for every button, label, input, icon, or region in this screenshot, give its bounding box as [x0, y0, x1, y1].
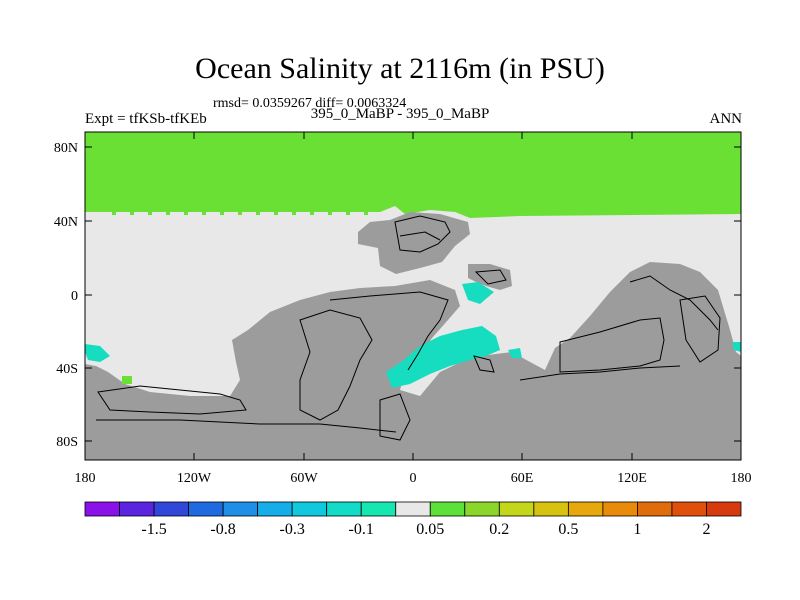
color-bar-swatch [119, 501, 155, 517]
color-bar-swatch [498, 501, 535, 517]
color-bar-labels: -1.5 -0.8 -0.3 -0.1 0.05 0.2 0.5 1 2 [141, 521, 710, 538]
coastline-outlines [96, 215, 721, 441]
color-bar-swatch [291, 501, 328, 517]
color-bar-label: -0.1 [349, 521, 374, 538]
color-bar-label: 0.5 [558, 521, 578, 538]
color-bar-swatch [222, 501, 259, 517]
color-bar [84, 501, 742, 517]
lat-label: 40N [54, 215, 78, 230]
color-bar-swatch [464, 501, 500, 517]
color-bar-swatch [188, 501, 224, 517]
subtitle-label: 395_0_MaBP - 395_0_MaBP [310, 106, 490, 122]
color-bar-swatch [706, 501, 742, 517]
color-bar-swatch [153, 501, 189, 517]
green-patch [122, 376, 132, 384]
lat-label: 80S [56, 435, 78, 450]
color-bar-label: 0.05 [416, 521, 444, 538]
color-bar-label: -0.3 [280, 521, 305, 538]
color-bar-swatch [257, 501, 293, 517]
green-edge-dots [112, 211, 368, 215]
color-bar-swatch [567, 501, 604, 517]
color-bar-swatch [326, 501, 362, 517]
color-bar-swatch [429, 501, 466, 517]
lon-label: 120E [617, 471, 647, 486]
color-bar-swatch [671, 501, 707, 517]
lon-label: 0 [410, 471, 417, 486]
lat-label: 0 [71, 289, 78, 304]
lat-label: 40S [56, 362, 78, 377]
lon-label: 180 [731, 471, 752, 486]
color-bar-swatch [602, 501, 638, 517]
color-bar-label: 2 [703, 521, 711, 538]
color-bar-label: -1.5 [141, 521, 166, 538]
lon-label: 120W [177, 471, 212, 486]
lon-label: 60W [290, 471, 318, 486]
color-bar-label: 1 [633, 521, 641, 538]
lon-label: 60E [511, 471, 534, 486]
stats-label: rmsd= 0.0359267 diff= 0.0063324 [213, 96, 407, 111]
color-bar-swatch [533, 501, 569, 517]
axis-labels: 80N 40N 0 40S 80S 180 120W 60W 0 60E 120E 180 [54, 141, 752, 486]
color-bar-swatch [637, 501, 673, 517]
cyan-anomaly-regions [85, 282, 741, 388]
lat-label: 80N [54, 141, 78, 156]
color-bar-swatch [360, 501, 397, 517]
color-bar-label: 0.2 [489, 521, 509, 538]
experiment-label: Expt = tfKSb-tfKEb [85, 111, 207, 127]
color-bar-label: -0.8 [210, 521, 235, 538]
northern-green-region [85, 132, 741, 218]
color-bar-swatch [395, 501, 431, 517]
axis-ticks [84, 132, 742, 460]
plot-title: Ocean Salinity at 2116m (in PSU) [195, 52, 605, 85]
lon-label: 180 [75, 471, 96, 486]
season-label: ANN [709, 111, 743, 127]
color-bar-swatch [84, 501, 120, 517]
